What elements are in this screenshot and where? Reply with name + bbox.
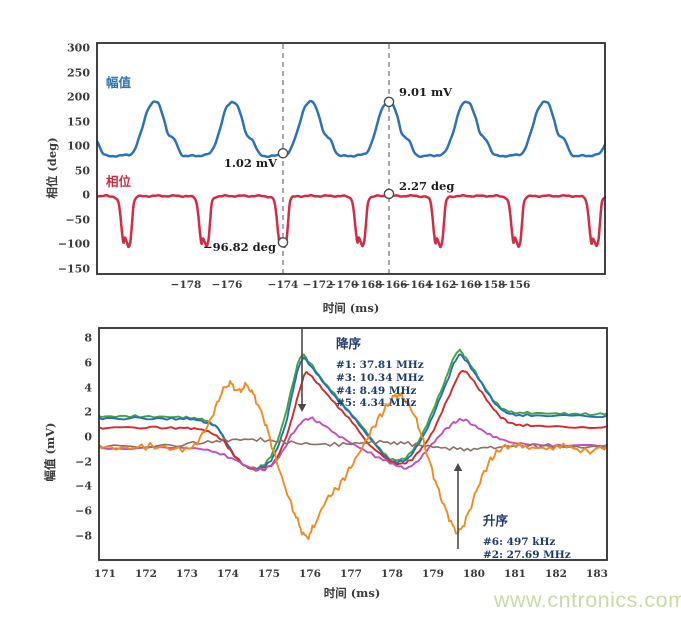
bottom-y-tick-label: −4 <box>75 479 92 493</box>
bottom-x-axis-label: 时间 (ms) <box>323 586 381 600</box>
bottom-x-tick-label: 174 <box>217 568 239 580</box>
top-x-tick-label: −172 <box>302 279 334 291</box>
bottom-x-tick-label: 172 <box>135 568 157 580</box>
top-y-tick-label: 250 <box>67 66 90 79</box>
bottom-y-axis-label: 幅值 (mV) <box>43 422 57 482</box>
bottom-y-tick-label: 2 <box>84 405 92 419</box>
bottom-x-tick-label: 178 <box>381 568 403 580</box>
bottom-x-tick-label: 180 <box>463 568 485 580</box>
watermark: www.cntronics.com <box>494 588 681 612</box>
top-x-tick-label: −176 <box>211 279 243 291</box>
top-x-tick-label: −174 <box>267 279 299 291</box>
descending-annotation-line: #3: 10.34 MHz <box>336 371 424 384</box>
bottom-chart-curves <box>99 348 608 540</box>
ascending-annotation-line: #2: 27.69 MHz <box>483 548 571 561</box>
bottom-x-tick-label: 176 <box>299 568 321 580</box>
top-y-tick-label: 300 <box>67 41 90 55</box>
top-y-tick-label: −100 <box>57 237 90 251</box>
top-y-tick-label: −150 <box>57 262 90 275</box>
bottom-x-tick-label: 175 <box>258 568 280 580</box>
top-plot-frame <box>96 42 606 275</box>
ascending-annotation-title: 升序 <box>483 513 509 528</box>
bottom-y-tick-label: 0 <box>84 430 92 444</box>
top-y-tick-label: 0 <box>82 188 90 202</box>
bottom-y-tick-label: −6 <box>75 504 92 518</box>
bottom-x-tick-label: 179 <box>422 568 444 580</box>
top-x-tick-label: −170 <box>327 279 359 291</box>
top-y-tick-label: 200 <box>67 90 90 104</box>
bottom-y-tick-label: 4 <box>84 381 92 395</box>
bottom-x-tick-label: 181 <box>504 568 526 580</box>
amplitude-series-label: 幅值 <box>106 75 132 90</box>
top-x-tick-label: −160 <box>450 279 482 291</box>
bottom-x-tick-label: 182 <box>545 568 567 580</box>
top-y-tick-label: 150 <box>67 115 90 128</box>
annotation-arrows <box>297 329 463 549</box>
bottom-y-tick-label: −2 <box>75 455 92 469</box>
phase-series-label: 相位 <box>106 174 132 189</box>
ascending-annotation: 升序 #6: 497 kHz #2: 27.69 MHz <box>483 510 571 562</box>
bottom-y-tick-label: −8 <box>75 529 92 543</box>
top-x-tick-label: −178 <box>170 279 202 291</box>
top-x-tick-label: −164 <box>401 279 433 291</box>
bottom-x-tick-label: 183 <box>586 568 608 580</box>
top-x-tick-label: −158 <box>474 279 506 291</box>
descending-annotation-lines: #1: 37.81 MHz #3: 10.34 MHz #4: 8.49 MHz #5… <box>336 359 424 410</box>
top-x-tick-label: −168 <box>351 279 383 291</box>
cursor-dashed-lines <box>282 44 390 274</box>
top-y-tick-label: 50 <box>74 164 90 177</box>
cursor-marker-circles <box>277 96 395 248</box>
descending-annotation-line: #4: 8.49 MHz <box>336 384 417 397</box>
ascending-annotation-lines: #6: 497 kHz #2: 27.69 MHz <box>483 536 571 562</box>
ascending-annotation-line: #6: 497 kHz <box>483 536 556 548</box>
bottom-y-tick-label: 8 <box>84 331 92 345</box>
top-y-tick-label: −50 <box>65 213 90 226</box>
marker-label-phase-cursor1: −96.82 deg <box>202 240 276 254</box>
descending-annotation-line: #5: 4.34 MHz <box>336 397 417 410</box>
descending-annotation-title: 降序 <box>336 336 362 351</box>
top-y-tick-label: 100 <box>67 139 90 153</box>
top-x-tick-label: −156 <box>499 279 531 291</box>
bottom-x-tick-label: 173 <box>176 568 198 580</box>
descending-annotation: 降序 #1: 37.81 MHz #3: 10.34 MHz #4: 8.49 MH… <box>336 333 424 410</box>
top-x-tick-label: −166 <box>376 279 408 291</box>
top-y-axis-label: 相位 (deg) <box>45 137 59 199</box>
bottom-x-tick-label: 177 <box>340 568 362 580</box>
bottom-y-tick-label: 6 <box>84 356 92 370</box>
top-x-axis-label: 时间 (ms) <box>322 301 380 315</box>
bottom-x-tick-label: 171 <box>94 568 116 580</box>
top-x-tick-label: −162 <box>425 279 457 291</box>
descending-annotation-line: #1: 37.81 MHz <box>336 359 424 371</box>
bottom-plot-frame <box>98 327 608 561</box>
marker-label-phase-cursor2: 2.27 deg <box>399 179 455 193</box>
marker-label-amplitude-cursor2: 9.01 mV <box>399 85 453 99</box>
top-chart-curves <box>97 99 606 249</box>
marker-label-amplitude-cursor1: 1.02 mV <box>223 156 277 170</box>
